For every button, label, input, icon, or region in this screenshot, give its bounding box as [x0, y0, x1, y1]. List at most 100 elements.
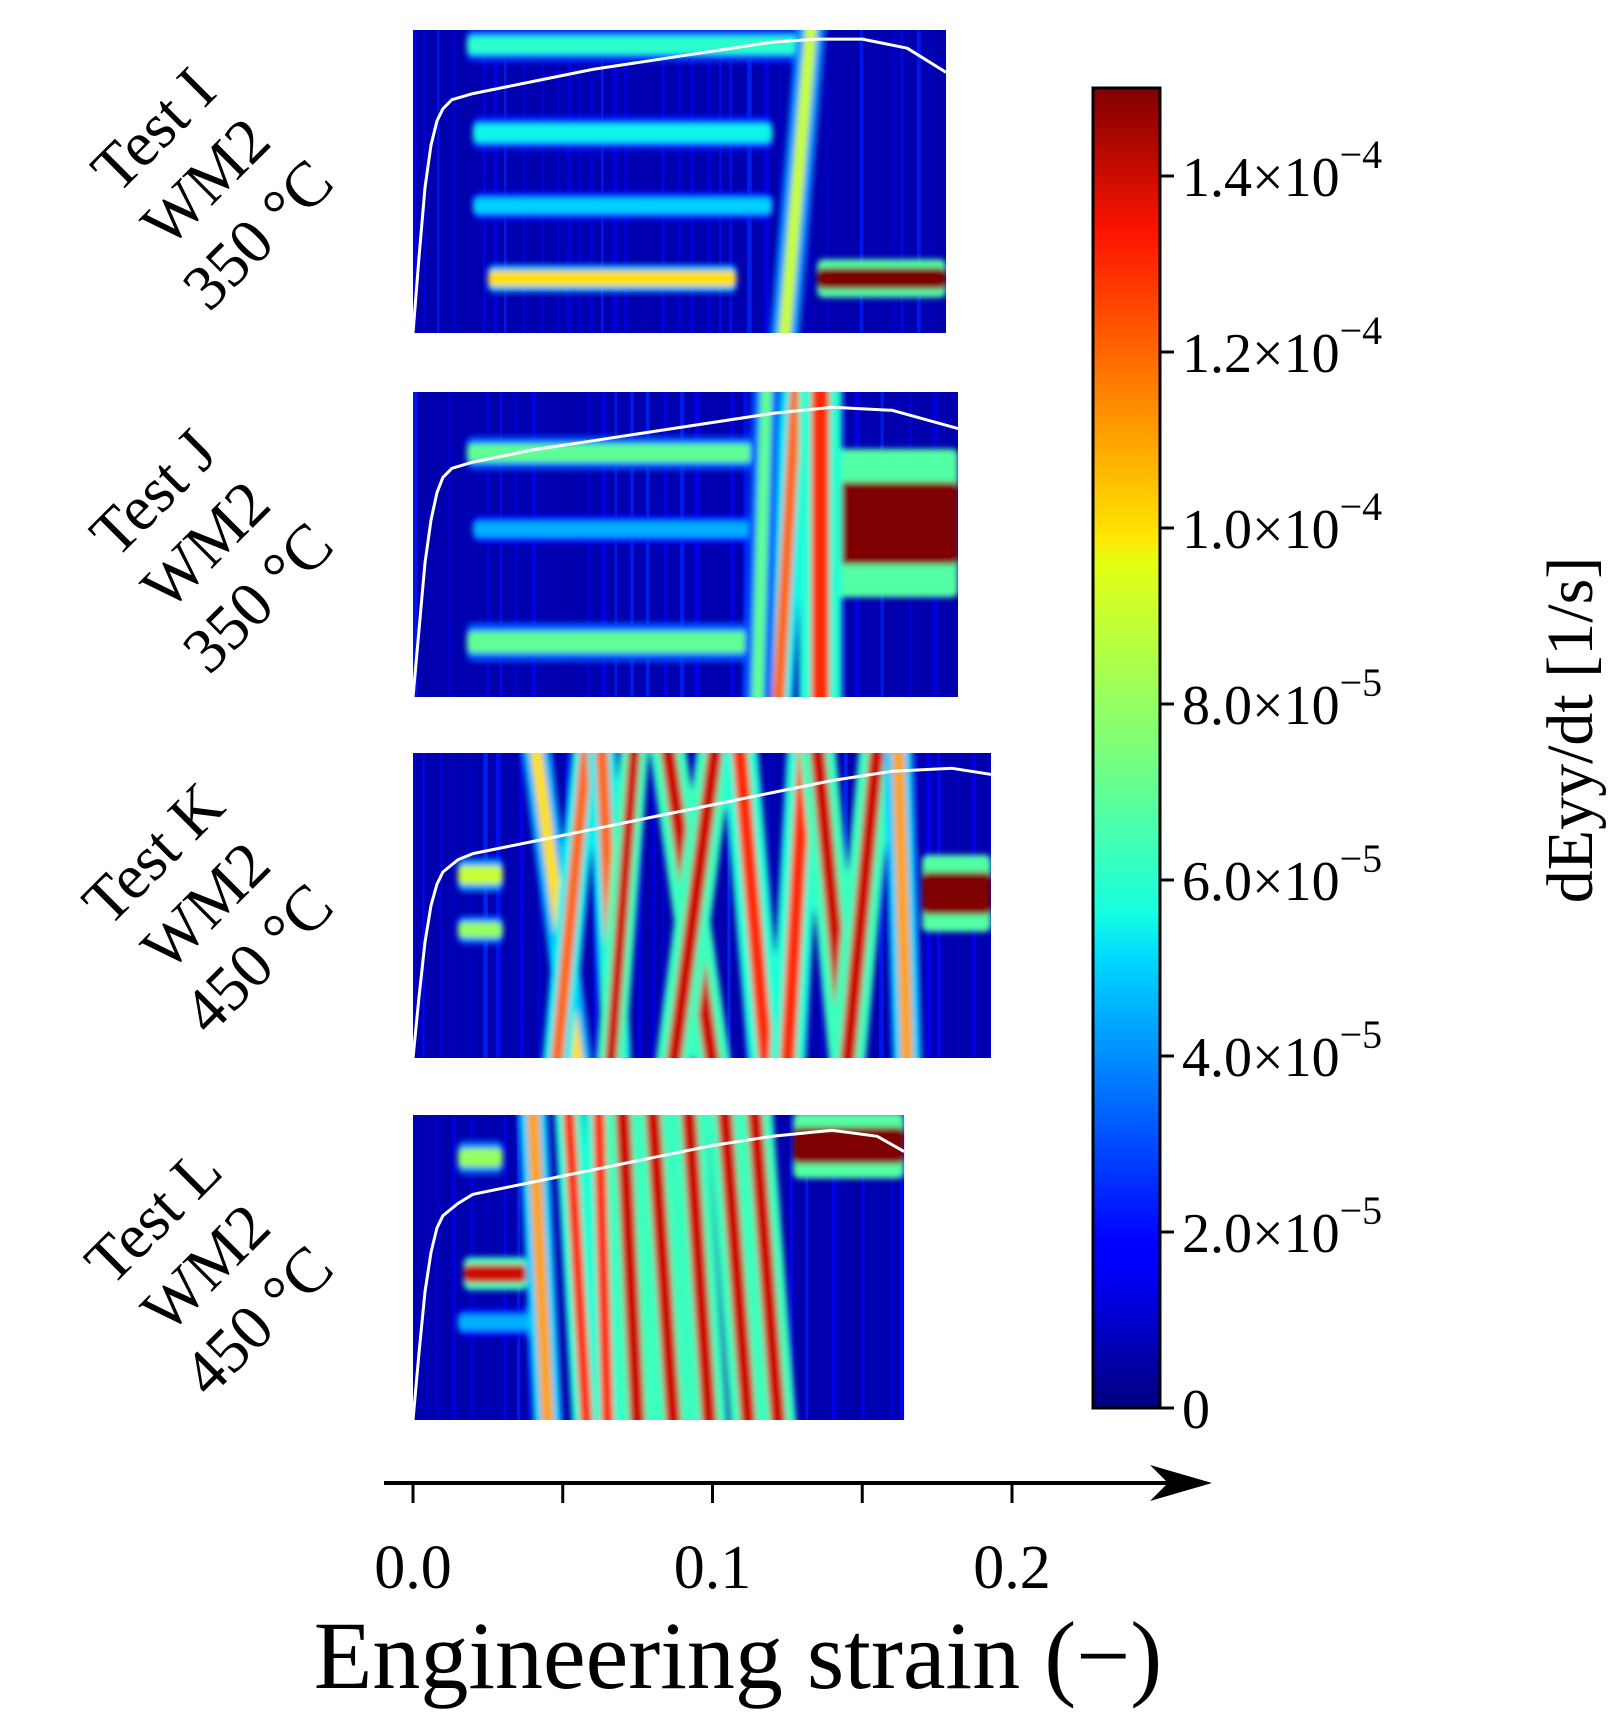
heatmap-streak [601, 392, 607, 697]
heatmap-streak [612, 30, 618, 333]
heatmap-streak [630, 392, 634, 697]
colorbar-tick-exponent: −5 [1340, 1188, 1383, 1233]
heatmap-streak [900, 30, 904, 333]
colorbar-tick-exponent: −5 [1340, 1012, 1383, 1057]
colorbar-tick-mantissa: 1.4×10 [1182, 147, 1340, 209]
colorbar-tick-label: 4.0×10−5 [1182, 1012, 1382, 1089]
heatmap-diagonal-band [605, 753, 641, 1058]
heatmap-streak [779, 30, 782, 333]
heatmap-diagonal-band [772, 392, 803, 697]
heatmap-streak [874, 30, 879, 333]
heatmap-streak [473, 392, 478, 697]
heatmap-diagonal-band [645, 1115, 681, 1420]
heatmap-band [487, 270, 737, 287]
colorbar-tick-mantissa: 1.2×10 [1182, 323, 1340, 385]
stress-strain-curve [413, 766, 992, 1058]
heatmap-band [463, 1264, 527, 1283]
heatmap-streak [482, 30, 486, 333]
heatmap-streak [859, 30, 864, 333]
heatmap-streak [467, 753, 472, 1058]
heatmap-diagonal-band [780, 753, 813, 1058]
heatmap-streak [588, 30, 593, 333]
heatmap-streak [413, 753, 416, 1058]
heatmap-streak [719, 30, 722, 333]
heatmap-streak [890, 1115, 893, 1420]
heatmap-streak [651, 30, 656, 333]
heatmap-streak [730, 392, 735, 697]
heatmap-streak [689, 30, 694, 333]
heatmap-streak [437, 30, 440, 333]
heatmap-band [466, 631, 758, 653]
heatmap-streak [439, 753, 442, 1058]
heatmap-streak [504, 30, 507, 333]
stress-strain-curve [413, 37, 947, 333]
x-tick-label: 0.0 [374, 1534, 452, 1602]
heatmap-streak [714, 753, 718, 1058]
heatmap-streak [727, 753, 731, 1058]
panel-label: Test LWM2450 °C [64, 1127, 346, 1409]
heatmap-streak [422, 753, 425, 1058]
heatmap-streak [679, 392, 685, 697]
heatmap-streak [587, 392, 591, 697]
heatmap-streak [614, 392, 618, 697]
x-tick-label: 0.2 [973, 1534, 1051, 1602]
heatmap-streak [831, 1115, 837, 1420]
heatmap-diagonal-band [563, 1115, 593, 1420]
heatmap-streak [486, 392, 490, 697]
heatmap-streak [556, 30, 561, 333]
heatmap-band [922, 871, 992, 915]
heatmap-streak [509, 753, 512, 1058]
heatmap-streak [861, 1115, 865, 1420]
heatmap-streak [840, 30, 845, 333]
stress-strain-curve [413, 405, 959, 697]
colorbar-tick-mantissa: 1.0×10 [1182, 499, 1340, 561]
heatmap-diagonal-band [681, 1115, 717, 1420]
heatmap-streak [661, 753, 665, 1058]
heatmap-streak [928, 30, 933, 333]
colorbar-tick-mantissa: 8.0×10 [1182, 675, 1340, 737]
heatmap-streak [876, 1115, 880, 1420]
heatmap-streak [435, 1115, 439, 1420]
heatmap-streak [451, 753, 455, 1058]
heatmap-streak [522, 30, 526, 333]
colorbar-tick-exponent: −4 [1340, 308, 1383, 353]
heatmap-streak [413, 30, 417, 333]
heatmap-streak [413, 1115, 416, 1420]
heatmap-streak [496, 753, 501, 1058]
heatmap-streak [826, 30, 829, 333]
heatmap-streak [566, 30, 572, 333]
heatmap-streak [538, 753, 541, 1058]
heatmap-streak [464, 392, 468, 697]
heatmap-band [472, 123, 773, 143]
heatmap-streak [578, 30, 582, 333]
heatmap-band [817, 267, 947, 290]
heatmap-diagonal-band [551, 753, 593, 1058]
heatmap-panel: Test KWM2450 °C [69, 753, 992, 1058]
heatmap-streak [899, 1115, 904, 1420]
heatmap-streak [878, 753, 884, 1058]
colorbar: 02.0×10−54.0×10−56.0×10−58.0×10−51.0×10−… [1091, 86, 1607, 1441]
colorbar-tick-mantissa: 0 [1182, 1379, 1210, 1441]
heatmap-streak [452, 1115, 456, 1420]
colorbar-tick-exponent: −4 [1340, 132, 1383, 177]
heatmap-streak [764, 30, 769, 333]
colorbar-gradient [1091, 86, 1162, 1410]
heatmap-streak [452, 30, 456, 333]
colorbar-tick-mantissa: 6.0×10 [1182, 851, 1340, 913]
heatmap-diagonal-band [892, 753, 914, 1058]
x-axis-ticks: 0.0 0.1 0.2 [374, 1483, 1051, 1602]
heatmap-streak [937, 30, 940, 333]
heatmap-streak [572, 392, 575, 697]
heatmap-streak [531, 392, 536, 697]
colorbar-tick-label: 1.4×10−4 [1182, 132, 1382, 209]
heatmap-streak [637, 753, 642, 1058]
x-axis: 0.0 0.1 0.2 Engineering strain (−) [314, 1465, 1212, 1709]
heatmap-streak [541, 30, 545, 333]
x-axis-label: Engineering strain (−) [314, 1602, 1163, 1709]
colorbar-tick-label: 0 [1182, 1379, 1210, 1441]
colorbar-ticks: 02.0×10−54.0×10−56.0×10−58.0×10−51.0×10−… [1160, 132, 1382, 1441]
heatmap-band [457, 922, 503, 938]
heatmap-streak [447, 392, 451, 697]
heatmap-streak [435, 392, 439, 697]
